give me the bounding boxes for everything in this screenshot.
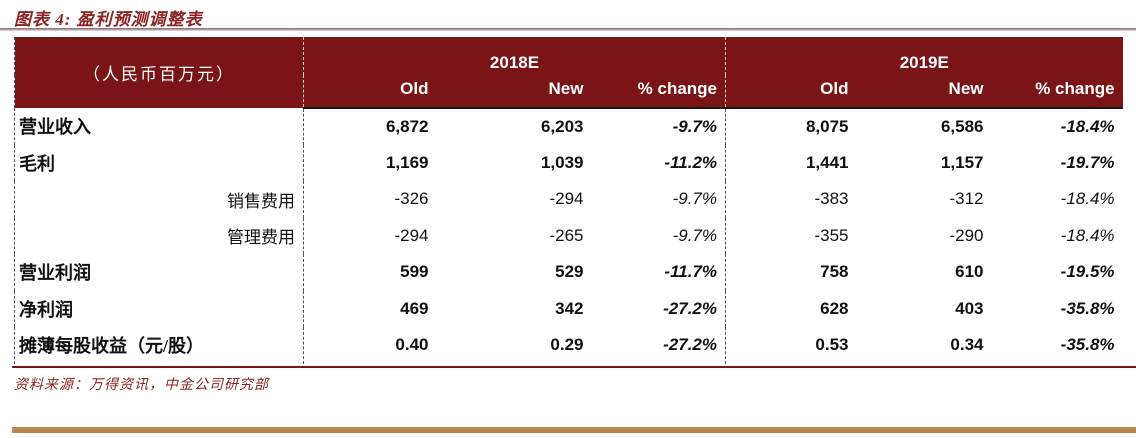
table-body: 营业收入 6,872 6,203 -9.7% 8,075 6,586 -18.4… (14, 108, 1123, 364)
cell-value: 0.29 (550, 335, 584, 355)
sub-header-row: Old New % change Old New % change (15, 75, 1123, 109)
header-2019e-old: Old (725, 75, 861, 109)
cell-value: -35.8% (1060, 298, 1115, 318)
footer-gold-bar (12, 427, 1136, 433)
cell-value: 0.40 (303, 327, 441, 364)
cell-value: 1,039 (540, 152, 584, 172)
cell-value: 529 (555, 262, 584, 282)
table-row-gross-profit: 毛利 1,169 1,039 -11.2% 1,441 1,157 -19.7% (14, 144, 1123, 181)
table-row-selling-expense: 销售费用 -326 -294 -9.7% -383 -312 -18.4% (14, 181, 1123, 218)
header-2018e-change: % change (595, 75, 726, 109)
cell-value: 6,203 (540, 116, 584, 136)
cell-value: 758 (725, 254, 861, 291)
header-2019e-new: New (860, 75, 996, 109)
table-row-revenue: 营业收入 6,872 6,203 -9.7% 8,075 6,586 -18.4… (14, 108, 1123, 145)
cell-value: -326 (303, 181, 441, 218)
cell-value: -18.4% (1060, 225, 1115, 245)
cell-value: 6,872 (303, 108, 441, 145)
unit-label-cell: （人民币百万元） (14, 37, 304, 108)
title-divider-line (0, 28, 1136, 31)
cell-value: -290 (949, 225, 984, 245)
table-bottom-line (12, 366, 1136, 368)
table-row-operating-profit: 营业利润 599 529 -11.7% 758 610 -19.5% (14, 254, 1123, 291)
cell-value: -11.2% (664, 152, 718, 172)
cell-value: 628 (725, 290, 861, 327)
cell-value: -312 (949, 189, 984, 209)
cell-value: -383 (725, 181, 861, 218)
row-label: 营业收入 (14, 108, 304, 145)
cell-value: -19.7% (1060, 152, 1115, 172)
header-2018e-old: Old (303, 75, 441, 109)
source-attribution: 资料来源：万得资讯，中金公司研究部 (14, 378, 269, 393)
figure-title: 图表 4: 盈利预测调整表 (14, 10, 203, 29)
cell-value: -27.2% (663, 335, 718, 355)
row-label: 毛利 (14, 144, 304, 181)
row-label: 摊薄每股收益（元/股） (14, 327, 304, 364)
col-group-2019e: 2019E (725, 37, 1123, 75)
cell-value: -355 (725, 217, 861, 254)
header-2018e-new: New (440, 75, 596, 109)
cell-value: 342 (555, 298, 584, 318)
cell-value: 0.34 (950, 335, 984, 355)
cell-value: -27.2% (663, 298, 718, 318)
cell-value: -294 (549, 189, 584, 209)
cell-value: 1,157 (940, 152, 984, 172)
cell-value: -294 (303, 217, 441, 254)
cell-value: 610 (955, 262, 984, 282)
row-label: 净利润 (14, 290, 304, 327)
forecast-table: （人民币百万元） 2018E 2019E Old New % change Ol… (14, 37, 1123, 364)
row-label: 销售费用 (14, 181, 304, 218)
cell-value: 403 (955, 298, 984, 318)
cell-value: -19.5% (1060, 262, 1115, 282)
table-row-net-profit: 净利润 469 342 -27.2% 628 403 -35.8% (14, 290, 1123, 327)
row-label: 营业利润 (14, 254, 304, 291)
table-header: （人民币百万元） 2018E 2019E Old New % change Ol… (14, 37, 1123, 109)
cell-value: -35.8% (1060, 335, 1115, 355)
cell-value: 6,586 (940, 116, 984, 136)
cell-value: -18.4% (1060, 189, 1115, 209)
table-row-diluted-eps: 摊薄每股收益（元/股） 0.40 0.29 -27.2% 0.53 0.34 -… (14, 327, 1123, 364)
cell-value: 599 (303, 254, 441, 291)
cell-value: -9.7% (672, 225, 718, 245)
row-label: 管理费用 (14, 217, 304, 254)
cell-value: -18.4% (1060, 116, 1115, 136)
col-group-2018e: 2018E (302, 37, 726, 75)
cell-value: 8,075 (725, 108, 861, 145)
cell-value: -265 (549, 225, 584, 245)
cell-value: -9.7% (672, 116, 718, 136)
cell-value: 469 (303, 290, 441, 327)
cell-value: -9.7% (672, 189, 718, 209)
cell-value: -11.7% (664, 262, 718, 282)
table-row-admin-expense: 管理费用 -294 -265 -9.7% -355 -290 -18.4% (14, 217, 1123, 254)
cell-value: 1,169 (303, 144, 441, 181)
header-2019e-change: % change (995, 75, 1123, 109)
group-header-row: （人民币百万元） 2018E 2019E (14, 37, 1123, 108)
cell-value: 0.53 (725, 327, 861, 364)
cell-value: 1,441 (725, 144, 861, 181)
